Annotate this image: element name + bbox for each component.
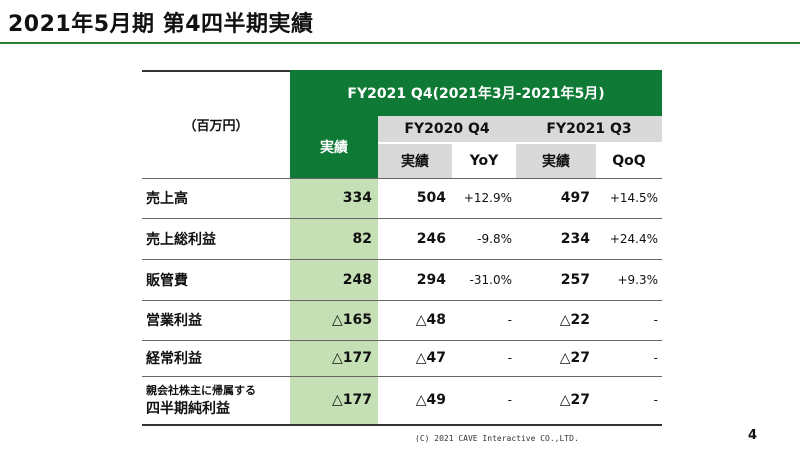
yoy-header: YoY [452, 144, 516, 178]
fy2021-q3-label: FY2021 Q3 [546, 121, 632, 137]
page-number: 4 [748, 428, 758, 443]
page-title: 2021年5月期 第4四半期実績 [8, 12, 314, 37]
row-label-ordinary-income: 経常利益 [146, 351, 202, 367]
row-rule [142, 376, 662, 377]
qoq-value: +24.4% [609, 231, 658, 246]
row-label-net-income: 親会社株主に帰属する 四半期純利益 [142, 376, 290, 424]
sub-actual-header-1: 実績 [378, 144, 452, 178]
prev-q-value: 234 [560, 230, 590, 247]
actual-column-bg [290, 178, 378, 426]
prev-q-value: 497 [560, 190, 590, 206]
yoy-value: - [507, 351, 512, 365]
actual-header-label: 実績 [320, 140, 348, 156]
sub-actual-header-2: 実績 [516, 144, 596, 178]
main-header-cell: FY2021 Q4(2021年3月-2021年5月) [290, 70, 662, 116]
prev-year-value: △48 [415, 312, 446, 328]
prev-q-value: 257 [560, 271, 590, 288]
row-label-gross-profit: 売上総利益 [146, 231, 216, 248]
yoy-value: -9.8% [477, 231, 512, 246]
fy2020-q4-label: FY2020 Q4 [404, 121, 490, 137]
copyright-text: (C) 2021 CAVE Interactive CO.,LTD. [415, 434, 579, 443]
prev-q-value: △27 [559, 350, 590, 366]
sub-actual-label-1: 実績 [401, 154, 429, 170]
prev-q-value: △27 [559, 392, 590, 408]
q4-value: 248 [342, 271, 372, 288]
q4-value: △165 [332, 312, 372, 328]
yoy-label: YoY [469, 153, 499, 169]
unit-cell: （百万円） [142, 70, 290, 178]
unit-label: （百万円） [183, 118, 249, 134]
yoy-value: - [507, 393, 512, 407]
q4-value: 334 [342, 190, 372, 206]
main-header-label: FY2021 Q4(2021年3月-2021年5月) [347, 86, 605, 102]
fy2020-q4-header: FY2020 Q4 [378, 116, 516, 142]
qoq-value: - [653, 393, 658, 407]
qoq-value: +14.5% [609, 191, 658, 205]
qoq-header: QoQ [596, 144, 662, 178]
qoq-label: QoQ [612, 153, 646, 169]
q4-value: △177 [332, 350, 372, 366]
header-rule [142, 178, 662, 179]
actual-header-cell: 実績 [290, 116, 378, 178]
results-table: FY2021 Q4(2021年3月-2021年5月) 実績 FY2020 Q4 … [142, 70, 662, 426]
qoq-value: - [653, 351, 658, 365]
q4-value: △177 [332, 392, 372, 408]
yoy-value: -31.0% [469, 272, 512, 287]
fy2021-q3-header: FY2021 Q3 [516, 116, 662, 142]
row-rule [142, 340, 662, 341]
prev-year-value: 246 [416, 230, 446, 247]
yoy-value: - [507, 313, 512, 327]
q4-value: 82 [352, 230, 372, 247]
prev-q-value: △22 [559, 312, 590, 328]
row-label-net-income-line2: 四半期純利益 [146, 401, 230, 417]
top-rule [142, 70, 290, 72]
row-label-operating-income: 営業利益 [146, 313, 202, 329]
prev-year-value: 294 [416, 271, 446, 288]
bottom-rule [142, 424, 662, 426]
row-label-sales: 売上高 [146, 191, 188, 207]
row-label-net-income-line1: 親会社株主に帰属する [146, 384, 256, 397]
prev-year-value: △47 [415, 350, 446, 366]
row-rule [142, 218, 662, 219]
qoq-value: - [653, 313, 658, 327]
row-rule [142, 259, 662, 260]
title-divider [0, 42, 800, 44]
sub-actual-label-2: 実績 [542, 154, 570, 170]
qoq-value: +9.3% [617, 272, 658, 287]
row-rule [142, 300, 662, 301]
prev-year-value: 504 [416, 190, 446, 206]
prev-year-value: △49 [415, 392, 446, 408]
yoy-value: +12.9% [463, 191, 512, 205]
row-label-sga: 販管費 [146, 272, 188, 289]
